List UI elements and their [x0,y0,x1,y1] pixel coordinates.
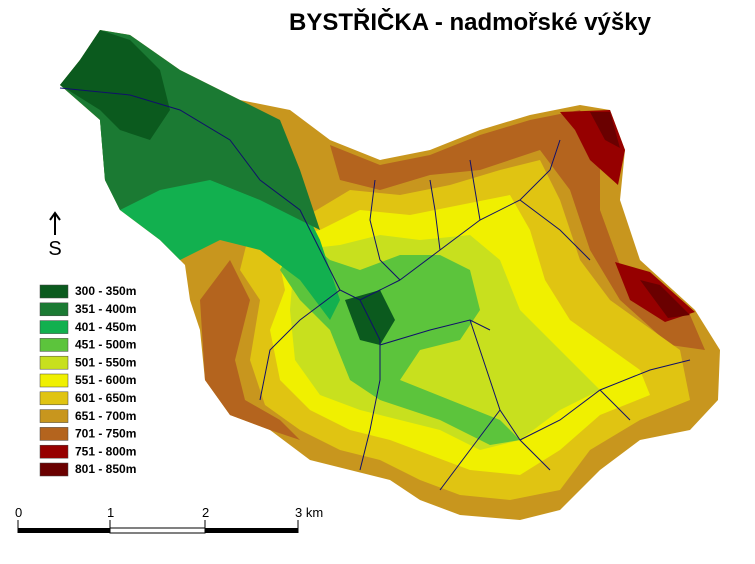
terrain-band [590,112,620,148]
legend-swatch [39,391,69,406]
river [399,139,561,281]
legend-label: 601 - 650m [75,391,136,405]
legend-swatch [39,409,69,423]
legend-label: 801 - 850m [75,462,136,476]
scale-segment [18,528,110,533]
legend-swatch [39,355,69,370]
scale-segment [109,527,206,534]
river [599,389,631,421]
river [259,289,341,401]
river [519,199,591,261]
legend: 300 - 350m 351 - 400m 401 - 450m 451 - 500m… [39,284,136,477]
legend-label: 551 - 600m [75,373,136,387]
legend-swatch [39,373,69,388]
river [359,299,381,471]
river [59,87,401,301]
legend-swatch [39,284,69,299]
map-title: BYSTŘIČKA - nadmořské výšky [289,8,652,36]
river [369,179,401,281]
river [429,179,441,251]
legend-swatch [39,462,69,477]
river [379,319,491,346]
terrain-band [345,290,395,345]
legend-label: 701 - 750m [75,427,136,441]
legend-label: 501 - 550m [75,355,136,369]
legend-label: 451 - 500m [75,338,136,352]
elevation-map [60,30,720,520]
legend-swatch [39,302,69,317]
legend-label: 751 - 800m [75,444,136,458]
north-label: S [48,238,61,260]
terrain-band [280,235,520,445]
legend-swatch [39,427,69,441]
terrain-band [330,110,705,350]
scale-label: 0 [15,505,22,520]
terrain-band [60,30,170,140]
legend-label: 351 - 400m [75,302,136,316]
rivers [59,87,691,491]
north-arrow-head [49,211,61,221]
scale-segment [205,528,298,533]
legend-label: 401 - 450m [75,320,136,334]
terrain-band [640,280,690,318]
legend-swatch [39,320,69,334]
terrain-band [200,260,300,440]
scale-label: 3 km [295,505,323,520]
legend-label: 651 - 700m [75,409,136,423]
scale-bar: 0 1 2 3 km [15,505,323,534]
river [439,409,501,491]
legend-swatch [39,444,69,459]
legend-label: 300 - 350m [75,284,136,298]
scale-label: 2 [202,505,209,520]
scale-label: 1 [107,505,114,520]
river [469,159,481,221]
legend-swatch [39,338,69,352]
